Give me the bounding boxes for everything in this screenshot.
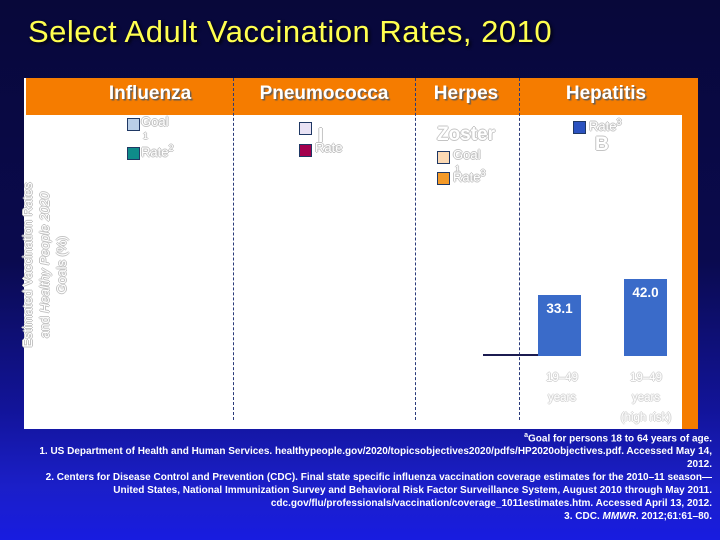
footnote-2-cont: United States, National Immunization Sur… [113, 485, 712, 497]
slide-title: Select Adult Vaccination Rates, 2010 [28, 14, 553, 49]
legend-text: Goal [141, 114, 169, 129]
column-header-wrap-zoster: Zoster [436, 124, 496, 145]
footnote-goal: aGoal for persons 18 to 64 years of age. [524, 432, 712, 445]
legend-sup-influenza-goal: 1 [143, 131, 149, 141]
legend-chip-influenza-rate [127, 147, 140, 160]
footnote-1: 1. US Department of Health and Human Ser… [39, 446, 712, 458]
column-header-influenza: Influenza [108, 83, 192, 104]
bar-category-line: (high risk) [620, 412, 672, 424]
legend-label-influenza-goal: Goal [141, 114, 168, 129]
footnote-1-cont: 2012. [686, 459, 712, 471]
legend-sup: 3 [616, 117, 622, 127]
footnote-2-url: cdc.gov/flu/professionals/vaccination/co… [270, 498, 712, 510]
y-axis-line: and Healthy People 2020 [37, 192, 52, 339]
legend-text: Rate [141, 144, 169, 160]
legend-label-pneumococcal-rate: Rate [315, 140, 342, 155]
bar-category-line: years [547, 392, 577, 404]
bar-category-line: years [631, 392, 661, 404]
column-divider-1 [233, 78, 234, 420]
footnote-2: 2. Centers for Disease Control and Preve… [45, 472, 712, 484]
y-axis-label: Estimated Vaccination Rates and Healthy … [19, 145, 71, 385]
legend-text: Rate [453, 169, 481, 185]
y-axis-line: Estimated Vaccination Rates [20, 182, 35, 348]
chart-right-stripe [682, 78, 698, 429]
legend-label-zoster-goal: Goal [453, 147, 480, 162]
chart-area: Influenza Pneumococca Herpes Hepatitis l… [24, 78, 698, 429]
legend-sup-zoster-goal: 1 [455, 164, 461, 174]
legend-label-zoster-rate: Rate3 [453, 168, 485, 184]
legend-chip-pneumococcal-rate [299, 144, 312, 157]
x-axis-line [483, 354, 553, 356]
legend-chip-hepatitis-rate [573, 121, 586, 134]
column-header-herpes: Herpes [433, 83, 499, 104]
column-divider-3 [519, 78, 520, 420]
legend-text: Rate [315, 140, 343, 155]
column-divider-2 [415, 78, 416, 420]
column-header-wrap-pneumococcal: l [318, 126, 324, 147]
legend-label-influenza-rate: Rate2 [141, 143, 173, 159]
footnotes: aGoal for persons 18 to 64 years of age.… [0, 429, 712, 523]
legend-text: Rate [589, 118, 617, 134]
column-header-hepatitis: Hepatitis [565, 83, 647, 104]
legend-chip-zoster-goal [437, 151, 450, 164]
bar-hepatitis-19-49: 33.1 [538, 295, 581, 356]
legend-chip-influenza-goal [127, 118, 140, 131]
bar-value-label: 42.0 [632, 284, 659, 300]
y-axis-line: Goals (%) [54, 236, 69, 294]
bar-hepatitis-19-49-high-risk: 42.0 [624, 278, 667, 356]
legend-chip-pneumococcal-goal [299, 122, 312, 135]
bar-category-label: 19–49 years (high risk) [603, 368, 689, 428]
legend-sup: 2 [168, 143, 174, 153]
bar-category-line: 19–49 [630, 372, 662, 384]
chart-header-band [26, 78, 698, 115]
bar-value-label: 33.1 [546, 301, 573, 317]
legend-sup: 3 [480, 168, 486, 178]
bar-category-label: 19–49 years [519, 368, 605, 408]
legend-chip-zoster-rate [437, 172, 450, 185]
bar-category-line: 19–49 [546, 372, 578, 384]
column-header-wrap-hepatitis-b: B [595, 134, 609, 155]
legend-label-hepatitis-rate: Rate3 [589, 117, 621, 133]
legend-text: Goal [453, 147, 481, 162]
column-header-pneumococcal: Pneumococca [259, 83, 389, 104]
footnote-3: 3. CDC. MMWR. 2012;61:61–80. [564, 511, 712, 523]
